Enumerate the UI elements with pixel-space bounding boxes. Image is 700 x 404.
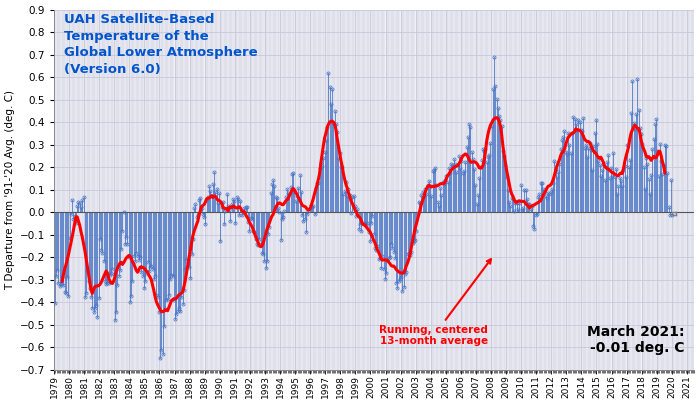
Y-axis label: T Departure from '91-'20 Avg. (deg. C): T Departure from '91-'20 Avg. (deg. C) bbox=[6, 90, 15, 290]
Text: UAH Satellite-Based
Temperature of the
Global Lower Atmosphere
(Version 6.0): UAH Satellite-Based Temperature of the G… bbox=[64, 13, 257, 76]
Text: Running, centered
13-month average: Running, centered 13-month average bbox=[379, 259, 491, 347]
Text: March 2021:
-0.01 deg. C: March 2021: -0.01 deg. C bbox=[587, 325, 685, 356]
